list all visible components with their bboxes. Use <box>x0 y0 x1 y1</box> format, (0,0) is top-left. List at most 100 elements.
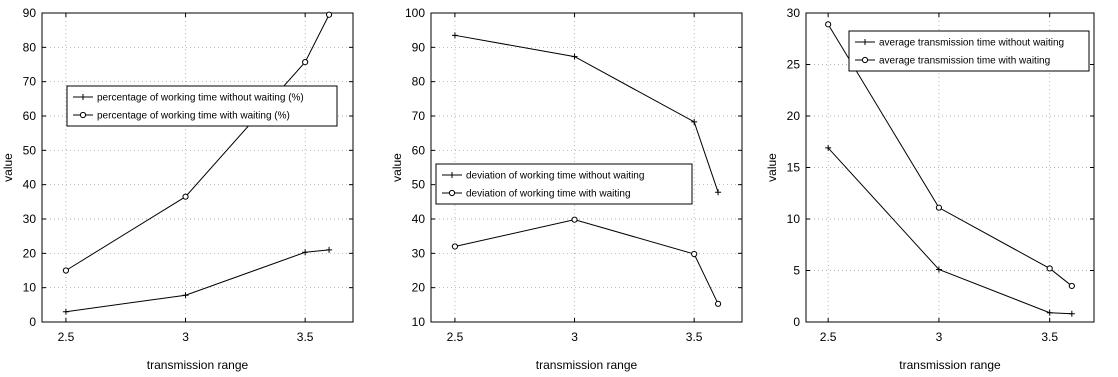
y-tick-label: 20 <box>412 281 426 295</box>
series-line <box>827 24 1073 287</box>
legend-label: percentage of working time with waiting … <box>97 111 290 122</box>
data-point <box>325 11 333 18</box>
legend-marker <box>79 111 87 119</box>
data-point <box>62 267 70 274</box>
y-axis-label: value <box>390 153 404 182</box>
y-tick-label: 30 <box>787 6 801 20</box>
y-tick-label: 60 <box>23 109 37 123</box>
series-line <box>65 14 330 271</box>
legend-marker <box>449 172 455 178</box>
data-point <box>691 250 698 258</box>
legend-box <box>848 30 1090 72</box>
y-axis-label: value <box>765 153 779 182</box>
y-tick-label: 5 <box>793 264 800 278</box>
data-point <box>451 243 459 250</box>
data-point <box>451 32 458 39</box>
x-tick-label: 3.5 <box>297 330 314 344</box>
data-point <box>691 118 698 125</box>
data-point <box>1068 310 1075 317</box>
data-point <box>1046 309 1053 316</box>
series-1 <box>451 32 722 196</box>
y-tick-label: 20 <box>787 109 801 123</box>
legend-marker <box>861 56 869 64</box>
data-point <box>182 292 189 299</box>
y-tick-label: 90 <box>23 6 37 20</box>
data-point <box>1068 282 1075 290</box>
y-axis-label: value <box>1 153 15 182</box>
x-axis-label: transmission range <box>536 358 638 372</box>
legend-marker <box>80 94 86 100</box>
y-tick-label: 80 <box>412 75 426 89</box>
series-1 <box>62 246 333 315</box>
data-point <box>715 189 722 196</box>
y-tick-label: 50 <box>412 178 426 192</box>
y-tick-label: 80 <box>23 40 37 54</box>
x-tick-label: 2.5 <box>820 330 837 344</box>
x-axis-label: transmission range <box>899 358 1001 372</box>
legend-box <box>435 163 693 205</box>
series-2 <box>825 21 1075 290</box>
legend-label: deviation of working time without waitin… <box>466 171 644 182</box>
legend-marker <box>448 189 456 197</box>
data-point <box>571 216 578 223</box>
plot-frame <box>430 12 743 323</box>
legend-marker <box>862 39 868 45</box>
data-point <box>714 300 722 307</box>
y-tick-label: 30 <box>412 246 426 260</box>
x-axis-label: transmission range <box>147 358 249 372</box>
legend: average transmission time without waitin… <box>848 30 1090 72</box>
data-point <box>302 58 309 66</box>
y-tick-label: 0 <box>793 315 800 329</box>
y-tick-label: 90 <box>412 40 426 54</box>
x-tick-label: 3.5 <box>1041 330 1058 344</box>
series-line <box>454 219 719 305</box>
y-tick-label: 30 <box>23 212 37 226</box>
data-point <box>935 204 943 211</box>
x-tick-label: 3 <box>182 330 189 344</box>
data-point <box>825 21 832 28</box>
y-tick-label: 15 <box>787 161 801 175</box>
series-line <box>454 34 719 193</box>
legend-label: average transmission time without waitin… <box>879 38 1064 49</box>
x-tick-label: 3 <box>936 330 943 344</box>
data-point <box>1046 265 1053 272</box>
data-point <box>935 266 942 273</box>
x-tick-label: 3 <box>571 330 578 344</box>
legend-label: percentage of working time without waiti… <box>97 93 304 104</box>
chart-panel-3: 0 5 10 15 20 25 30 2.5 3 3.5 transmission range val… <box>765 6 1095 372</box>
y-tick-label: 10 <box>787 212 801 226</box>
legend-box <box>66 85 338 127</box>
y-tick-label: 100 <box>405 6 425 20</box>
chart-panel-2: 10 20 30 40 50 60 70 80 90 100 2.5 3 3.5 transmission… <box>390 6 743 372</box>
legend: percentage of working time without waiti… <box>66 85 338 127</box>
legend: deviation of working time without waitin… <box>435 163 693 205</box>
plot-frame <box>41 12 354 323</box>
y-tick-label: 70 <box>23 75 37 89</box>
y-tick-label: 50 <box>23 143 37 157</box>
data-point <box>62 308 69 315</box>
x-tick-label: 2.5 <box>447 330 464 344</box>
y-tick-label: 10 <box>412 315 426 329</box>
series-line <box>827 147 1072 315</box>
y-tick-label: 25 <box>787 58 801 72</box>
y-tick-label: 0 <box>29 315 36 329</box>
data-point <box>825 144 832 151</box>
y-tick-label: 40 <box>412 212 426 226</box>
data-point <box>571 53 578 60</box>
y-tick-label: 20 <box>23 246 37 260</box>
y-tick-label: 60 <box>412 143 426 157</box>
y-tick-label: 40 <box>23 178 37 192</box>
y-tick-label: 70 <box>412 109 426 123</box>
legend-label: deviation of working time with waiting <box>466 189 631 200</box>
data-point <box>326 246 333 253</box>
data-point <box>182 193 189 200</box>
grid <box>806 13 1094 322</box>
series-line <box>65 249 330 313</box>
legend-label: average transmission time with waiting <box>879 56 1050 67</box>
series-2 <box>62 11 333 274</box>
y-tick-label: 10 <box>23 281 37 295</box>
data-point <box>302 249 309 256</box>
series-2 <box>451 216 722 307</box>
series-1 <box>825 144 1075 317</box>
